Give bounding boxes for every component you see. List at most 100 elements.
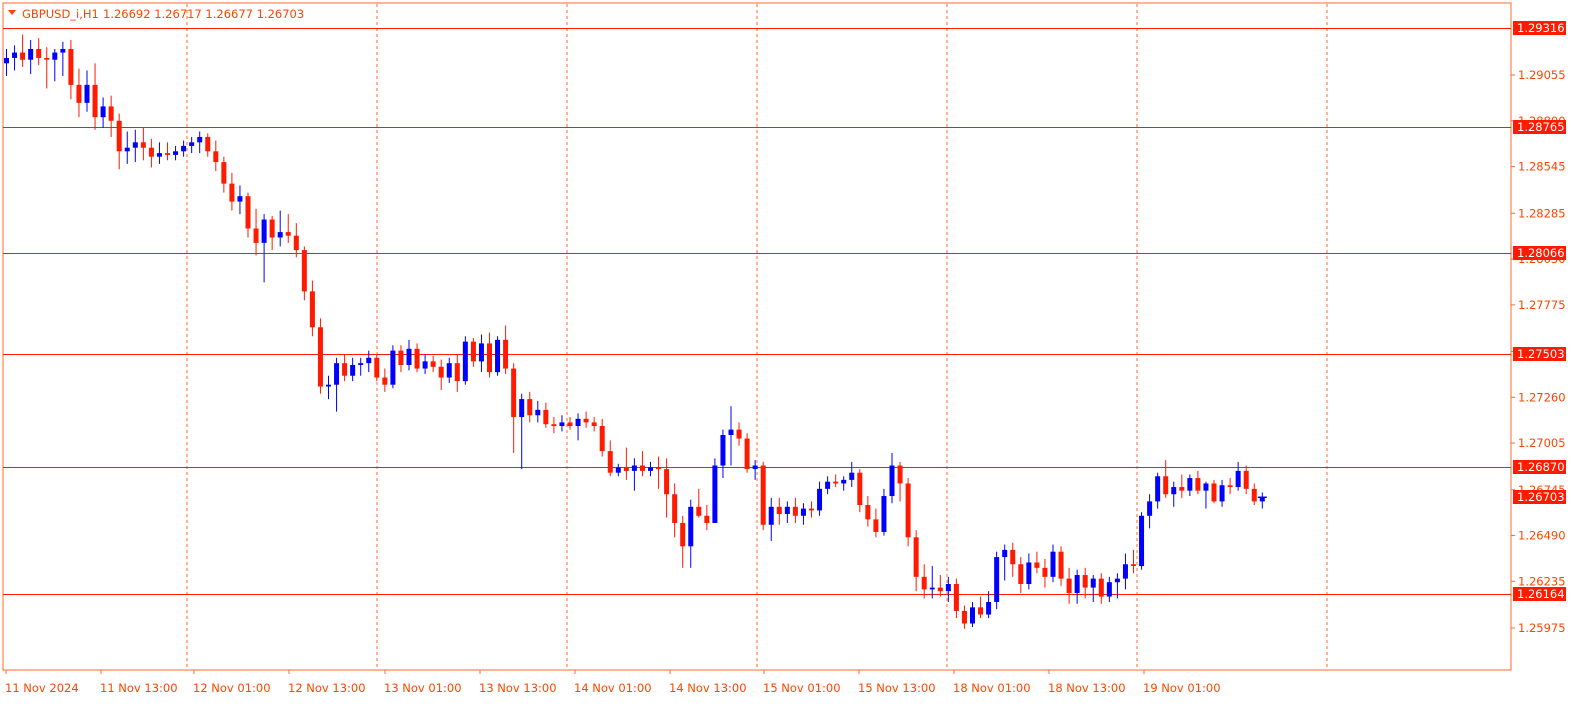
candle-body (1042, 567, 1048, 577)
candle-body (165, 153, 170, 155)
candle (1203, 481, 1209, 509)
candle (68, 39, 74, 100)
candle (961, 605, 967, 629)
candle-body (744, 438, 750, 470)
candle (696, 488, 702, 518)
candle (92, 63, 98, 130)
candle-body (559, 422, 565, 427)
candle (213, 140, 219, 172)
candle (672, 483, 678, 538)
candle-body (961, 610, 967, 624)
time-tick-label: 14 Nov 13:00 (669, 681, 747, 695)
candle (1251, 483, 1257, 506)
candle-body (221, 162, 227, 184)
candle-body (1114, 578, 1120, 583)
price-label-bg (1513, 21, 1566, 35)
candle-body (551, 424, 557, 427)
level-price-label: 1.28765 (1513, 120, 1566, 134)
candle-body (28, 48, 34, 60)
candle (994, 551, 1000, 610)
candle-body (36, 48, 42, 58)
candle-body (237, 196, 243, 202)
candle (293, 223, 299, 258)
candle (1179, 474, 1185, 498)
candle (913, 530, 919, 592)
candle (720, 429, 726, 479)
candle (511, 363, 517, 453)
price-label-text: 1.26164 (1517, 587, 1565, 601)
candle (776, 497, 782, 525)
candle (470, 338, 476, 367)
dropdown-triangle-icon[interactable] (8, 10, 16, 15)
candle-body (583, 418, 589, 423)
candle (1074, 569, 1080, 604)
candle-body (575, 418, 581, 427)
candle (1147, 494, 1153, 529)
candle-body (889, 465, 895, 497)
time-tick-label: 13 Nov 13:00 (479, 681, 557, 695)
candle-body (100, 106, 106, 118)
candle (503, 325, 509, 374)
vertical-grid (186, 4, 1328, 669)
time-axis[interactable]: 11 Nov 2024 11 Nov 13:00 12 Nov 01:00 12 No… (5, 670, 1221, 695)
candle (1243, 465, 1249, 495)
candle (374, 354, 380, 382)
horizontal-levels[interactable] (3, 28, 1511, 595)
candle (44, 47, 50, 89)
candle (108, 95, 114, 137)
candle (905, 478, 911, 547)
price-label-text: 1.29316 (1517, 21, 1565, 35)
candle-body (1002, 549, 1008, 558)
candle (253, 208, 259, 256)
candle (760, 461, 766, 531)
candle-body (326, 384, 331, 387)
candle (897, 461, 903, 502)
candle (478, 334, 484, 373)
candle (857, 469, 863, 513)
candle (1139, 512, 1145, 570)
candle-body (970, 607, 975, 624)
candle (1058, 546, 1064, 586)
candle-body (1219, 485, 1225, 502)
candle-body (720, 434, 726, 466)
candle-body (205, 136, 211, 152)
price-label-bg (1513, 587, 1566, 601)
candle-body (1026, 562, 1032, 585)
candle-body (213, 151, 219, 163)
price-label-bg (1513, 460, 1566, 474)
candle (1131, 549, 1136, 574)
candle (237, 185, 243, 215)
candle-body (712, 465, 718, 523)
candle (607, 440, 613, 477)
price-tick-label: 1.28545 (1518, 160, 1566, 174)
candle-body (406, 348, 412, 365)
candle-body (639, 465, 645, 471)
candle-body (4, 57, 9, 64)
candle-body (953, 584, 959, 611)
candle-body (913, 537, 919, 577)
candle (495, 336, 501, 376)
candle (615, 463, 621, 477)
candle-body (478, 343, 484, 362)
candle-body (1203, 483, 1209, 491)
candle (84, 70, 90, 112)
candle (873, 508, 879, 538)
candle-body (245, 196, 251, 229)
candle (446, 357, 452, 383)
candle-body (937, 587, 943, 592)
candle (4, 48, 9, 76)
candle-body (454, 363, 460, 382)
candle (519, 393, 525, 470)
candle-body (511, 368, 517, 418)
candle-body (841, 479, 847, 484)
candle-body (285, 232, 291, 236)
candle-body (857, 472, 863, 506)
candle-body (760, 465, 766, 525)
candle (599, 418, 605, 457)
candle-body (615, 467, 621, 473)
candle-body (277, 232, 283, 238)
candle-body (873, 519, 879, 532)
candle (430, 355, 436, 373)
candle-body (132, 142, 138, 148)
